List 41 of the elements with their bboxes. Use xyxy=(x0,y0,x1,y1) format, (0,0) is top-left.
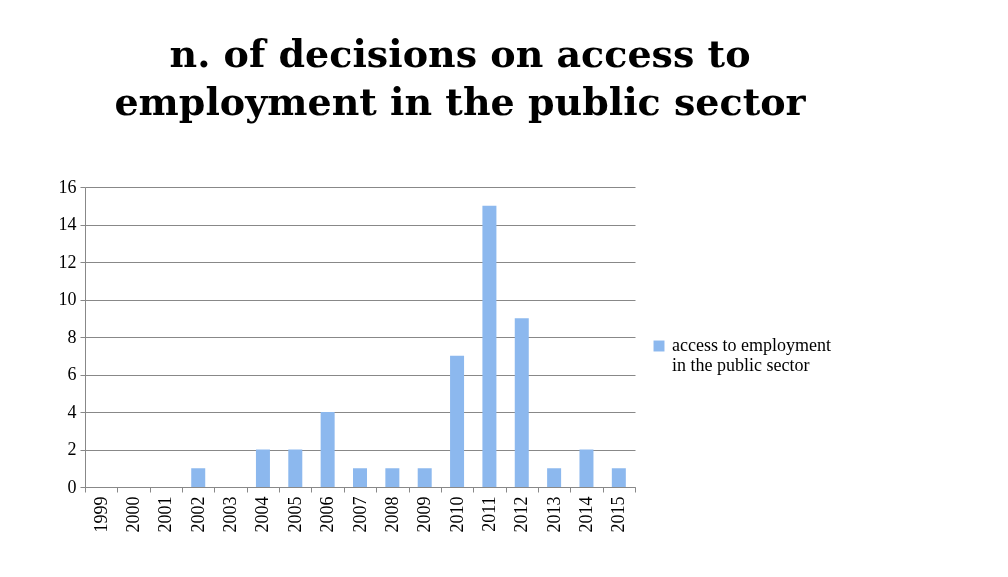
y-tick-label: 2 xyxy=(67,439,77,459)
y-tick-label: 14 xyxy=(58,214,77,234)
y-tick-label: 6 xyxy=(67,364,77,384)
x-tick-label: 2010 xyxy=(446,496,467,533)
x-tick-label: 2005 xyxy=(284,496,305,533)
bar xyxy=(450,355,465,487)
x-tick-label: 2001 xyxy=(155,496,176,533)
bar xyxy=(579,449,594,487)
x-tick-label: 2007 xyxy=(349,496,370,533)
x-tick-label: 2006 xyxy=(317,496,338,533)
x-tick-label: 2015 xyxy=(608,496,629,533)
x-tick-label: 2013 xyxy=(543,496,564,533)
y-tick-label: 16 xyxy=(58,176,77,197)
x-tick-label: 2008 xyxy=(381,496,402,533)
x-tick-label: 1999 xyxy=(90,496,111,533)
bar xyxy=(482,205,497,487)
legend-label: access to employment in the public sector xyxy=(672,335,831,375)
y-tick-label: 0 xyxy=(67,476,77,497)
bar xyxy=(547,468,562,487)
x-tick-label: 2009 xyxy=(414,496,435,533)
bar xyxy=(353,468,367,487)
y-tick-label: 4 xyxy=(67,401,77,422)
bar xyxy=(514,318,529,487)
x-tick-label: 2012 xyxy=(511,496,532,533)
bar xyxy=(255,449,270,487)
x-tick-label: 2011 xyxy=(478,496,499,532)
bar xyxy=(611,468,626,487)
x-tick-label: 2003 xyxy=(220,496,241,533)
bar xyxy=(417,468,432,487)
y-tick-label: 12 xyxy=(58,251,77,272)
x-tick-label: 2014 xyxy=(575,496,596,533)
x-tick-label: 2002 xyxy=(187,496,208,533)
bar xyxy=(191,468,206,487)
y-tick-label: 10 xyxy=(58,289,77,309)
bar xyxy=(320,412,335,487)
x-tick-label: 2004 xyxy=(252,496,273,533)
chart-title: n. of decisions on access to employment in the public sector xyxy=(114,31,807,124)
bar xyxy=(385,468,400,487)
bar xyxy=(288,449,303,487)
y-tick-label: 8 xyxy=(67,326,77,347)
x-tick-label: 2000 xyxy=(123,496,144,533)
